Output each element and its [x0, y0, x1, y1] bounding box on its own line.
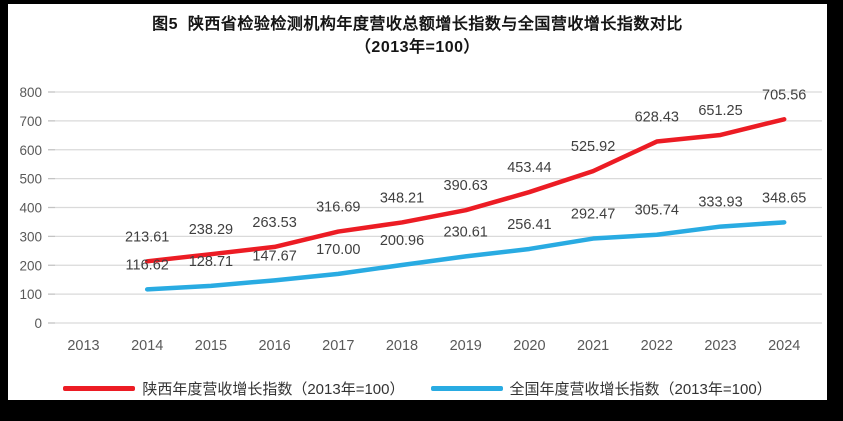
data-label-shaanxi: 453.44 — [507, 160, 551, 176]
y-axis-label: 300 — [19, 229, 42, 244]
y-axis-label: 0 — [34, 316, 42, 331]
x-axis-label: 2022 — [641, 338, 673, 354]
x-axis-label: 2016 — [258, 338, 290, 354]
data-label-national: 200.96 — [380, 233, 424, 249]
x-axis-label: 2017 — [322, 338, 354, 354]
data-label-national: 256.41 — [507, 217, 551, 233]
y-axis-label: 600 — [19, 143, 42, 158]
chart-title-line1: 图5 陕西省检验检测机构年度营收总额增长指数与全国营收增长指数对比 — [152, 16, 683, 33]
x-axis-label: 2021 — [577, 338, 609, 354]
data-label-national: 333.93 — [698, 195, 742, 211]
series-line-national — [144, 220, 787, 292]
data-label-national: 305.74 — [635, 203, 679, 219]
data-label-national: 348.65 — [762, 190, 806, 206]
series-line-shaanxi — [144, 117, 787, 264]
data-label-national: 292.47 — [571, 207, 615, 223]
national-series-swatch — [430, 386, 503, 391]
x-axis-label: 2024 — [768, 338, 800, 354]
x-axis-label: 2013 — [67, 338, 99, 354]
shaanxi-series-swatch — [63, 386, 136, 391]
line-chart: 0 100 200 300 400 500 600 700 800 2013 2014 2015 201… — [19, 85, 822, 354]
data-label-shaanxi: 263.53 — [252, 215, 296, 231]
data-label-shaanxi: 628.43 — [635, 110, 679, 126]
y-axis-label: 100 — [19, 287, 42, 302]
y-axis-label: 500 — [19, 172, 42, 187]
data-label-shaanxi: 316.69 — [316, 200, 360, 216]
y-axis-label: 700 — [19, 114, 42, 129]
chart-title-line2: （2013年=100） — [354, 39, 481, 56]
data-label-shaanxi: 705.56 — [762, 87, 806, 103]
data-label-shaanxi: 390.63 — [444, 178, 488, 194]
data-label-national: 230.61 — [444, 224, 488, 240]
x-axis-label: 2018 — [386, 338, 418, 354]
data-label-shaanxi: 238.29 — [189, 222, 233, 238]
y-axis-label: 200 — [19, 258, 42, 273]
data-label-national: 170.00 — [316, 242, 360, 258]
x-axis-label: 2023 — [704, 338, 736, 354]
data-label-shaanxi: 213.61 — [125, 229, 169, 245]
x-axis-label: 2015 — [195, 338, 227, 354]
legend-label-national: 全国年度营收增长指数（2013年=100） — [509, 381, 772, 398]
legend: 陕西年度营收增长指数（2013年=100） 全国年度营收增长指数（2013年=1… — [8, 378, 827, 399]
data-label-national: 147.67 — [252, 248, 296, 264]
legend-label-shaanxi: 陕西年度营收增长指数（2013年=100） — [142, 381, 405, 398]
y-axis-label: 400 — [19, 201, 42, 216]
data-label-shaanxi: 651.25 — [698, 103, 742, 119]
legend-item-shaanxi: 陕西年度营收增长指数（2013年=100） — [63, 378, 405, 399]
data-label-national: 128.71 — [189, 254, 233, 270]
x-axis-label: 2020 — [513, 338, 545, 354]
y-axis-label: 800 — [19, 85, 42, 100]
chart-title: 图5 陕西省检验检测机构年度营收总额增长指数与全国营收增长指数对比 （2013年… — [8, 13, 827, 59]
x-axis-label: 2014 — [131, 338, 163, 354]
chart-canvas: 0 100 200 300 400 500 600 700 800 2013 2014 2015 201… — [8, 4, 827, 400]
data-label-shaanxi: 348.21 — [380, 190, 424, 206]
data-label-national: 116.62 — [126, 257, 169, 273]
x-axis-label: 2019 — [450, 338, 482, 354]
data-label-shaanxi: 525.92 — [571, 139, 615, 155]
legend-item-national: 全国年度营收增长指数（2013年=100） — [430, 378, 772, 399]
